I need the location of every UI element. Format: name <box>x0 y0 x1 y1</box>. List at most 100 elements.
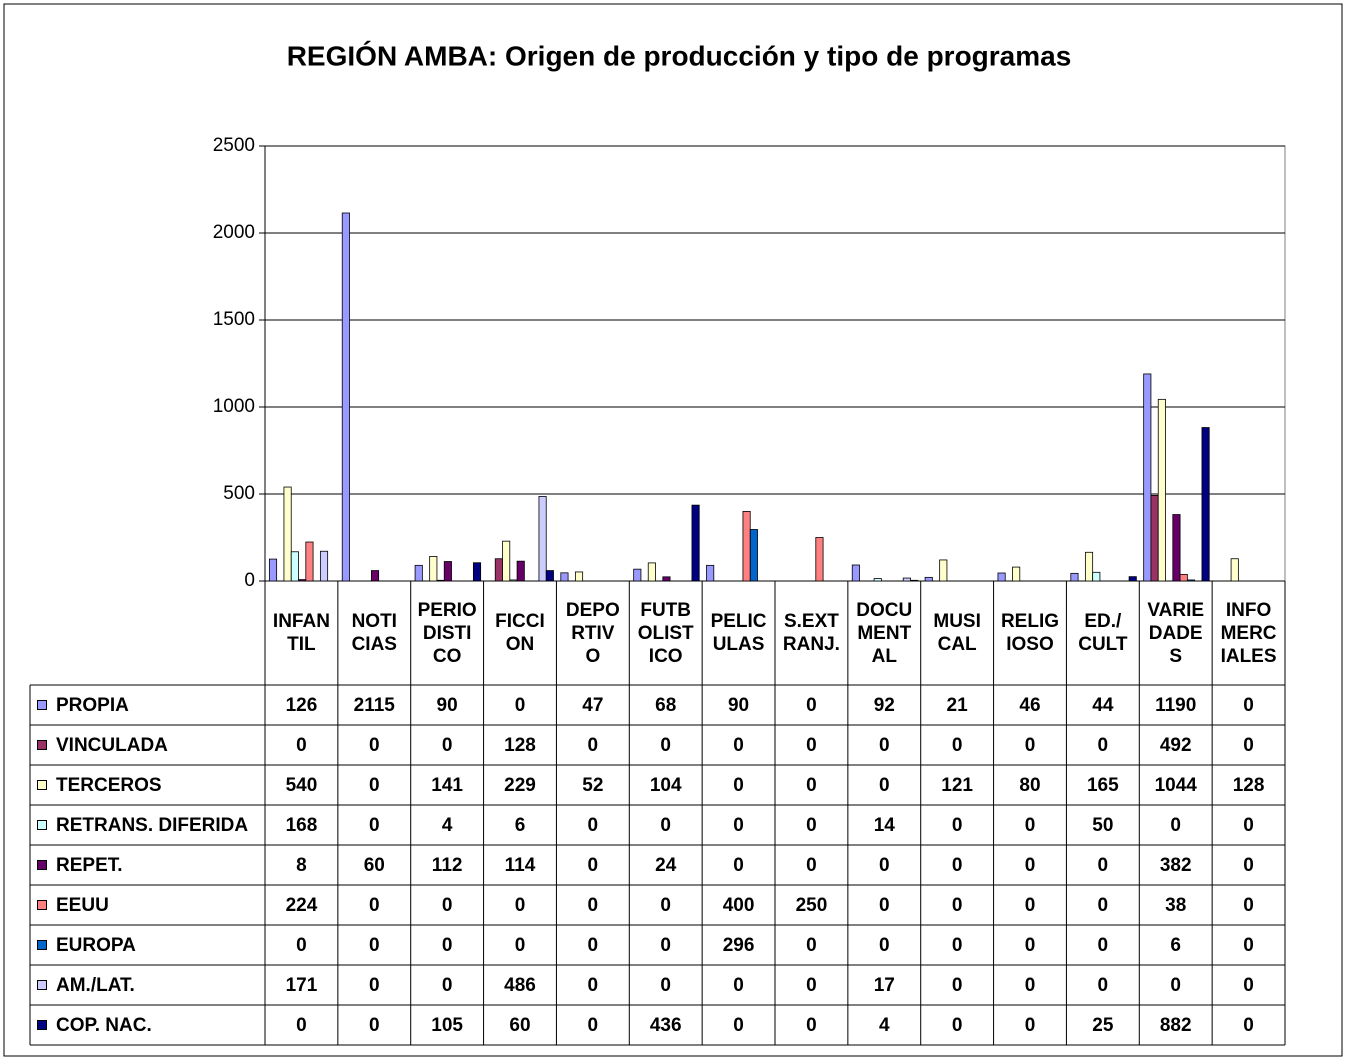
bar <box>924 576 933 582</box>
bar <box>1150 494 1159 582</box>
legend-label: EEUU <box>56 894 109 916</box>
table-value: 6 <box>1170 934 1181 956</box>
table-value: 0 <box>368 814 380 836</box>
legend-key <box>37 980 47 990</box>
table-value: 0 <box>660 814 671 836</box>
legend-key <box>37 740 47 750</box>
table-value: 0 <box>951 1014 963 1036</box>
table-value: 0 <box>951 814 963 836</box>
table-value: 0 <box>587 1014 599 1036</box>
table-value: 0 <box>1097 894 1109 916</box>
table-value: 17 <box>873 974 895 996</box>
table-value: 0 <box>806 974 817 996</box>
plot-area <box>264 145 1286 582</box>
table-value: 382 <box>1159 854 1192 876</box>
table-value: 0 <box>733 814 744 836</box>
bar <box>370 570 380 582</box>
bar <box>414 564 423 582</box>
table-value: 128 <box>504 734 536 756</box>
table-value: 14 <box>873 814 895 836</box>
y-tick-label: 2500 <box>213 135 255 156</box>
table-value: 0 <box>1243 894 1254 916</box>
table-value: 68 <box>655 694 677 716</box>
table-value: 0 <box>733 854 744 876</box>
table-value: 0 <box>441 974 453 996</box>
table-value: 8 <box>296 854 307 876</box>
table-value: 0 <box>296 734 307 756</box>
table-value: 60 <box>509 1014 531 1036</box>
table-value: 0 <box>1097 974 1109 996</box>
legend-label: AM./LAT. <box>56 974 135 996</box>
category-label: MUSI CAL <box>933 611 981 655</box>
legend-key <box>37 940 47 950</box>
bar <box>545 570 554 582</box>
table-value: 0 <box>1243 934 1254 956</box>
table-value: 0 <box>951 734 963 756</box>
category-label: VARIE DADE S <box>1147 599 1205 667</box>
table-value: 0 <box>368 894 380 916</box>
table-value: 250 <box>795 894 828 916</box>
category-label: INFAN TIL <box>272 611 330 655</box>
table-value: 0 <box>1170 814 1181 836</box>
bar <box>1084 551 1094 582</box>
bar <box>939 559 948 582</box>
legend-key <box>37 820 47 830</box>
table-value: 2115 <box>353 694 395 716</box>
table-value: 0 <box>733 774 744 796</box>
legend-label: COP. NAC. <box>56 1014 152 1036</box>
bar <box>1092 571 1101 582</box>
table-value: 0 <box>296 934 307 956</box>
y-tick-label: 1000 <box>213 396 255 417</box>
bar <box>1143 373 1152 582</box>
category-label: FICCI ON <box>495 611 545 655</box>
table-value: 0 <box>733 1014 744 1036</box>
table-value: 0 <box>806 934 817 956</box>
table-value: 224 <box>285 894 318 916</box>
table-value: 25 <box>1092 1014 1114 1036</box>
legend-key <box>37 780 47 790</box>
category-label: DOCU MENT AL <box>856 599 913 667</box>
bar <box>742 510 751 582</box>
legend-label: EUROPA <box>56 934 136 956</box>
bar <box>1128 576 1137 582</box>
table-value: 44 <box>1092 694 1114 716</box>
table-value: 0 <box>660 934 671 956</box>
table-value: 0 <box>587 734 599 756</box>
table-value: 4 <box>441 814 453 836</box>
table-value: 126 <box>285 694 318 716</box>
table-value: 0 <box>806 774 817 796</box>
legend-label: TERCEROS <box>56 774 162 796</box>
bar <box>494 558 503 582</box>
bar <box>429 556 438 582</box>
chart-title: REGIÓN AMBA: Origen de producción y tipo… <box>287 40 1072 71</box>
table-value: 0 <box>514 934 526 956</box>
table-value: 540 <box>285 774 318 796</box>
table-value: 0 <box>806 734 817 756</box>
y-tick-label: 2000 <box>213 222 255 243</box>
table-value: 0 <box>1024 854 1036 876</box>
table-value: 882 <box>1159 1014 1192 1036</box>
category-label: PERIO DISTI CO <box>417 599 477 667</box>
bar <box>633 568 642 582</box>
table-value: 1190 <box>1155 694 1197 716</box>
bar <box>268 558 278 582</box>
table-value: 0 <box>1243 694 1254 716</box>
table-value: 0 <box>1097 854 1109 876</box>
table-value: 486 <box>504 974 536 996</box>
table-value: 0 <box>1024 974 1036 996</box>
table-value: 0 <box>441 894 453 916</box>
table-value: 114 <box>504 854 536 876</box>
legend-label: PROPIA <box>56 694 129 716</box>
table-value: 0 <box>1243 1014 1254 1036</box>
table-value: 0 <box>660 974 671 996</box>
table-value: 0 <box>441 734 453 756</box>
legend-label: RETRANS. DIFERIDA <box>56 814 249 836</box>
table-value: 0 <box>660 894 671 916</box>
table-value: 141 <box>431 774 463 796</box>
table-value: 47 <box>582 694 604 716</box>
category-label: NOTI CIAS <box>351 611 397 655</box>
bar <box>472 562 482 582</box>
table-value: 0 <box>878 734 890 756</box>
bar <box>902 577 911 582</box>
